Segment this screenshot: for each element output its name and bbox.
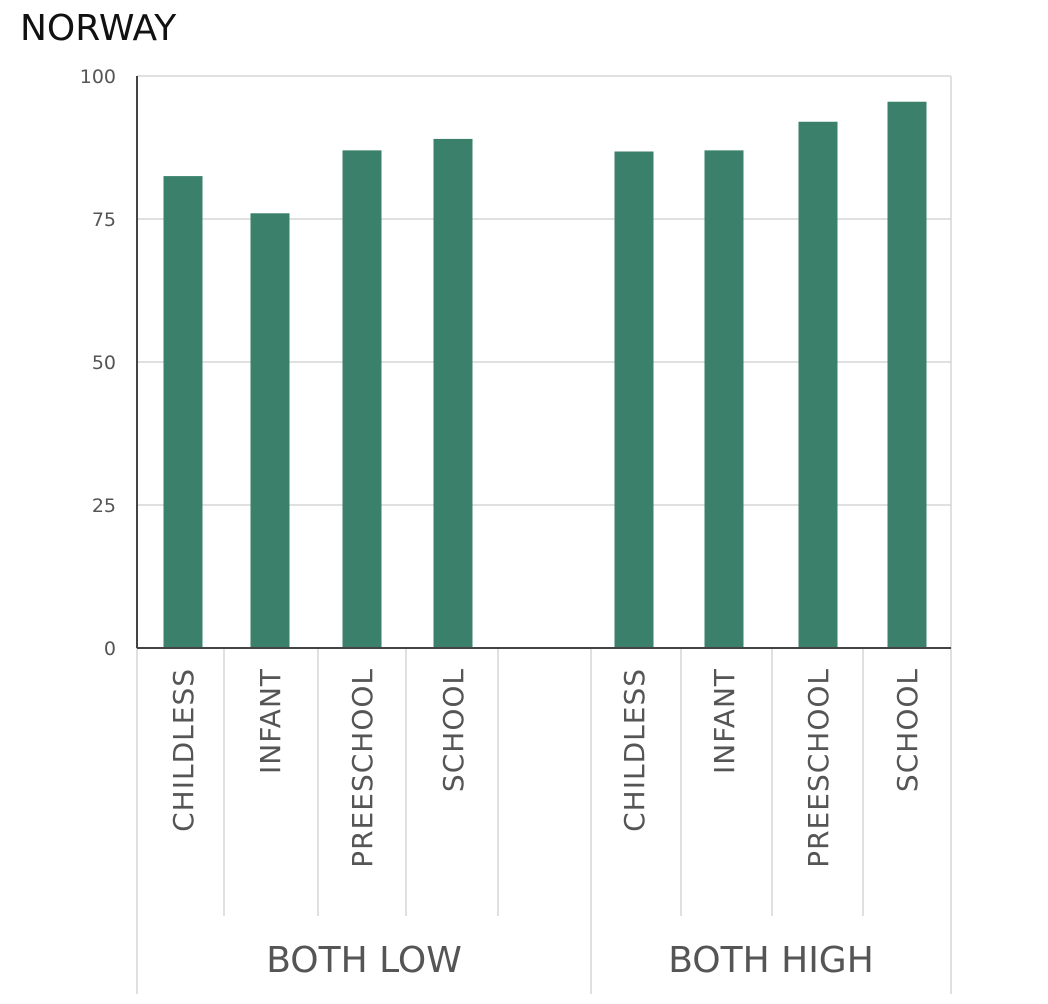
bar [798,121,838,648]
group-labels: BOTH LOW BOTH HIGH [266,940,874,981]
category-label: PREESCHOOL [802,668,835,868]
group-label: BOTH LOW [266,940,462,981]
category-label: CHILDLESS [167,668,200,832]
category-label: SCHOOL [437,668,470,792]
bar [614,151,654,648]
bar [163,176,203,648]
y-tick-label: 75 [92,209,116,231]
category-label: INFANT [254,668,287,774]
y-tick-label: 0 [104,638,116,660]
bar [887,101,927,649]
bar [250,213,290,648]
y-tick-label: 100 [80,66,116,88]
y-tick-label: 25 [92,495,116,517]
bars [163,101,927,649]
category-label: CHILDLESS [618,668,651,832]
category-label: PREESCHOOL [346,668,379,868]
chart-title: NORWAY [20,8,177,49]
group-label: BOTH HIGH [668,940,874,981]
y-axis-ticks: 0 25 50 75 100 [80,66,116,660]
bar [342,150,382,649]
category-label: SCHOOL [891,668,924,792]
y-tick-label: 50 [92,352,116,374]
axes [136,76,952,994]
category-label: INFANT [708,668,741,774]
bar [704,150,744,649]
category-labels: CHILDLESS INFANT PREESCHOOL SCHOOL CHILDLESS… [167,668,924,868]
bar [433,138,473,649]
